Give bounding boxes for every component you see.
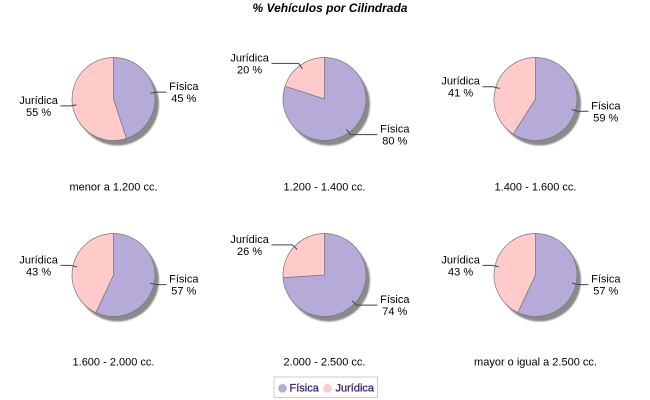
svg-text:26 %: 26 % xyxy=(237,246,262,258)
svg-text:2.000 - 2.500 cc.: 2.000 - 2.500 cc. xyxy=(284,357,366,369)
svg-text:1.600 - 2.000 cc.: 1.600 - 2.000 cc. xyxy=(73,357,155,369)
svg-text:Física: Física xyxy=(591,274,621,286)
svg-text:Física: Física xyxy=(380,124,410,136)
svg-text:Física: Física xyxy=(169,274,199,286)
svg-text:55 %: 55 % xyxy=(26,107,51,119)
svg-text:Jurídica: Jurídica xyxy=(441,76,480,88)
svg-text:1.200 - 1.400 cc.: 1.200 - 1.400 cc. xyxy=(284,182,366,194)
svg-text:80 %: 80 % xyxy=(382,136,407,148)
svg-text:Jurídica: Jurídica xyxy=(230,234,269,246)
svg-text:Jurídica: Jurídica xyxy=(336,383,375,395)
svg-text:Física: Física xyxy=(290,383,320,395)
svg-text:Física: Física xyxy=(169,81,199,93)
svg-text:20 %: 20 % xyxy=(237,64,262,76)
svg-text:% Vehículos por Cilindrada: % Vehículos por Cilindrada xyxy=(253,1,408,15)
svg-text:43 %: 43 % xyxy=(448,266,473,278)
svg-text:Jurídica: Jurídica xyxy=(19,254,58,266)
svg-text:57 %: 57 % xyxy=(593,286,618,298)
svg-text:Jurídica: Jurídica xyxy=(19,95,58,107)
svg-text:45 %: 45 % xyxy=(171,93,196,105)
svg-text:Física: Física xyxy=(380,294,410,306)
svg-text:Física: Física xyxy=(591,100,621,112)
svg-text:43 %: 43 % xyxy=(26,266,51,278)
svg-text:Jurídica: Jurídica xyxy=(441,254,480,266)
svg-text:41 %: 41 % xyxy=(448,88,473,100)
svg-text:1.400 - 1.600 cc.: 1.400 - 1.600 cc. xyxy=(495,182,577,194)
svg-text:mayor o igual a 2.500 cc.: mayor o igual a 2.500 cc. xyxy=(474,357,597,369)
svg-text:menor a 1.200 cc.: menor a 1.200 cc. xyxy=(69,182,157,194)
svg-text:74 %: 74 % xyxy=(382,306,407,318)
svg-text:Jurídica: Jurídica xyxy=(230,52,269,64)
svg-text:59 %: 59 % xyxy=(593,112,618,124)
svg-text:57 %: 57 % xyxy=(171,286,196,298)
